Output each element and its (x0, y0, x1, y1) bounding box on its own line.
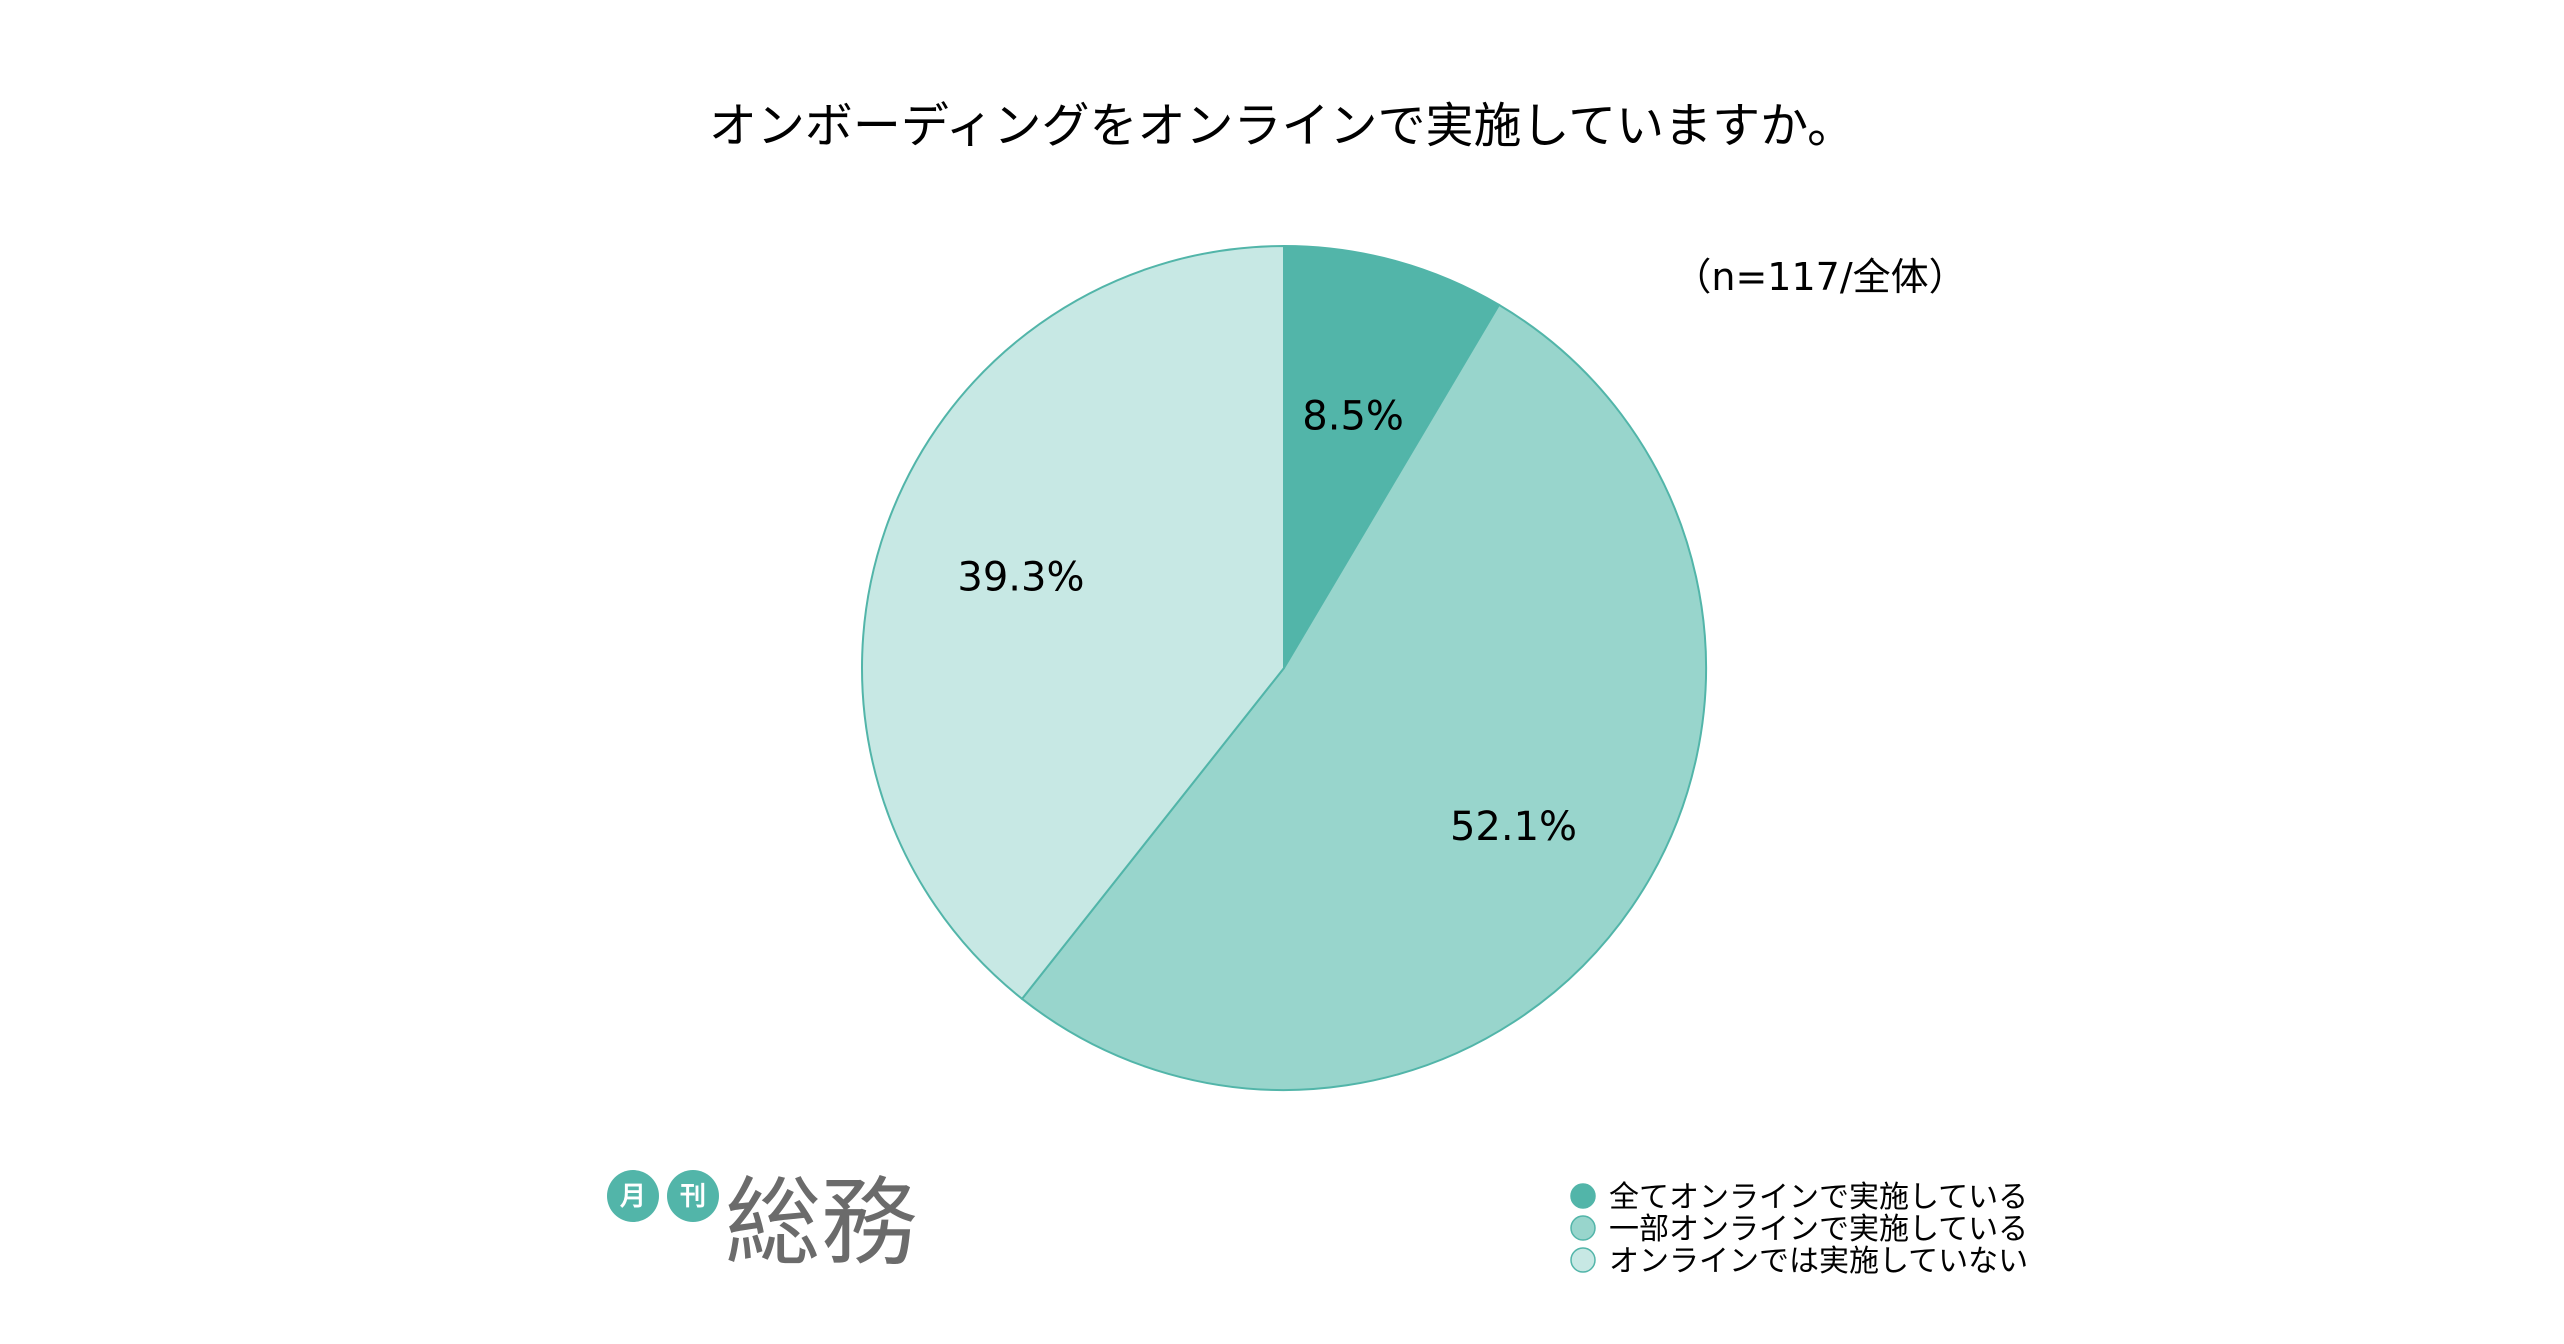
pie-slice-label-3: 39.3% (957, 554, 1084, 600)
sample-size-note: （n=117/全体） (1673, 255, 1966, 299)
legend-label-3: オンラインでは実施していない (1609, 1244, 2028, 1279)
pie-slice-label-1: 8.5% (1302, 394, 1404, 440)
pie-slice-3 (861, 244, 1285, 1001)
pie-slice-labels: 8.5% 52.1% 39.3% (957, 394, 1577, 850)
legend: 全てオンラインで実施している一部オンラインで実施しているオンラインでは実施してい… (1570, 1180, 2028, 1279)
pie-slice-2 (1020, 303, 1707, 1091)
logo-badge-1-text: 月 (619, 1182, 646, 1212)
legend-marker-2 (1570, 1215, 1596, 1241)
pie-slice-label-2: 52.1% (1450, 804, 1577, 850)
legend-label-1: 全てオンラインで実施している (1609, 1180, 2028, 1215)
logo: 月 刊 総務 (607, 1167, 917, 1279)
logo-name: 総務 (725, 1167, 917, 1279)
pie-slices (861, 244, 1707, 1091)
legend-label-2: 一部オンラインで実施している (1609, 1212, 2028, 1247)
logo-badge-2-text: 刊 (680, 1182, 706, 1212)
logo-badge-2 (667, 1170, 719, 1222)
legend-marker-3 (1570, 1247, 1596, 1273)
pie-slice-1 (1283, 244, 1501, 672)
logo-badge-1 (607, 1170, 659, 1222)
chart-title: オンボーディングをオンラインで実施していますか。 (709, 98, 1855, 154)
legend-marker-1 (1570, 1183, 1596, 1209)
